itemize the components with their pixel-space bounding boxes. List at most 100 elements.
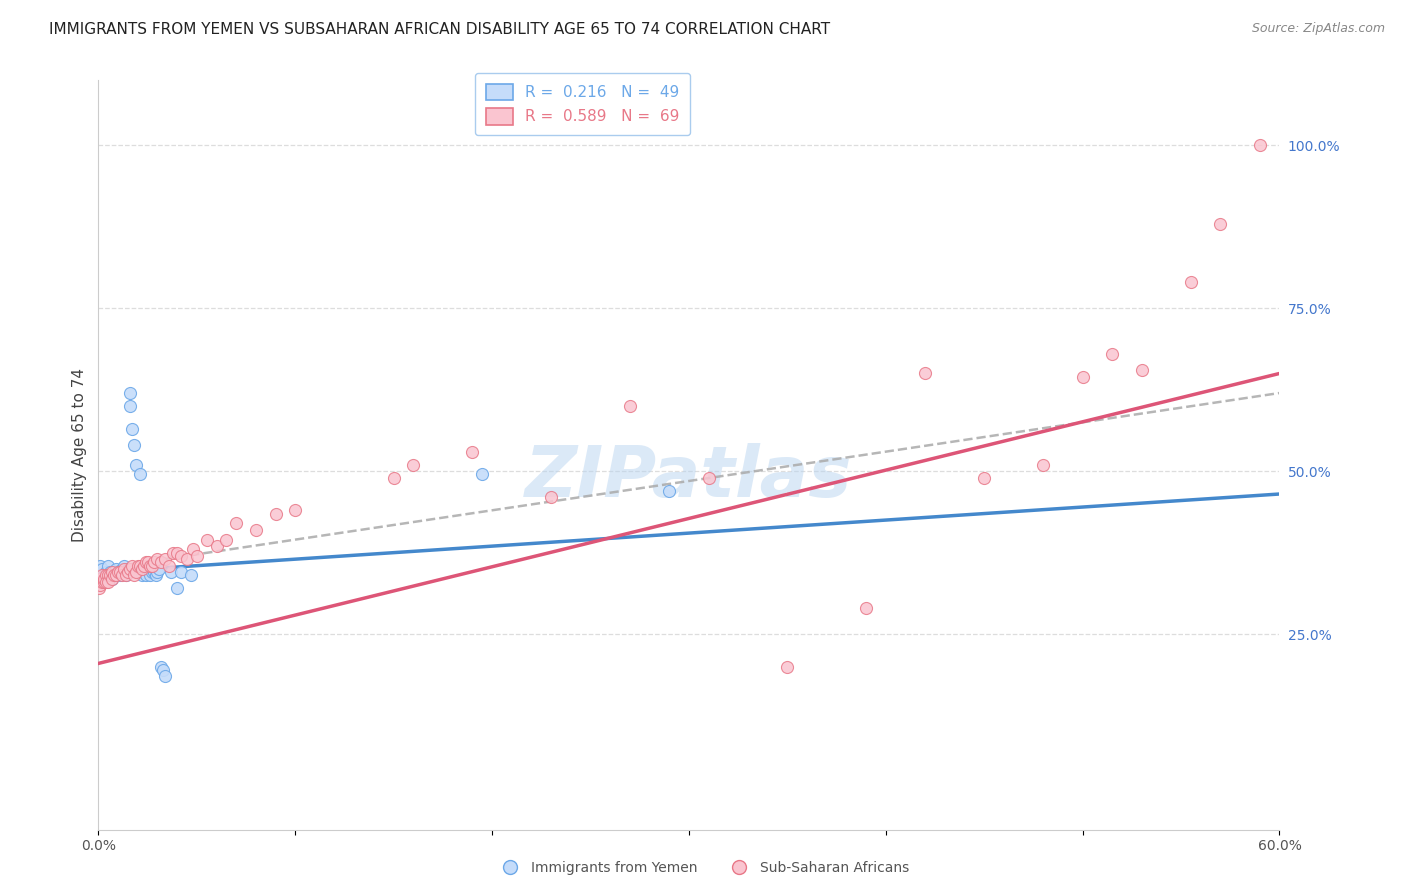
Point: [121, 558, 143, 573]
Point: [1209, 217, 1232, 231]
Point: [776, 659, 799, 673]
Point: [471, 467, 494, 482]
Point: [150, 659, 173, 673]
Point: [138, 568, 160, 582]
Point: [115, 568, 138, 582]
Point: [1032, 458, 1054, 472]
Point: [127, 558, 149, 573]
Point: [96, 565, 118, 579]
Point: [89, 572, 111, 586]
Point: [97, 568, 120, 582]
Point: [97, 568, 120, 582]
Point: [127, 565, 149, 579]
Point: [105, 562, 128, 576]
Point: [186, 549, 208, 563]
Point: [96, 572, 118, 586]
Point: [89, 578, 111, 592]
Point: [146, 552, 169, 566]
Point: [619, 399, 641, 413]
Point: [112, 558, 135, 573]
Point: [111, 562, 134, 576]
Point: [166, 546, 188, 560]
Point: [658, 483, 681, 498]
Point: [215, 533, 238, 547]
Point: [101, 565, 124, 579]
Point: [112, 562, 135, 576]
Point: [284, 503, 307, 517]
Point: [176, 552, 198, 566]
Point: [195, 533, 218, 547]
Point: [152, 663, 174, 677]
Point: [91, 568, 114, 582]
Point: [540, 490, 562, 504]
Point: [107, 565, 129, 579]
Point: [128, 467, 150, 482]
Point: [117, 562, 139, 576]
Point: [89, 558, 111, 573]
Point: [914, 367, 936, 381]
Point: [118, 386, 141, 401]
Legend: R =  0.216   N =  49, R =  0.589   N =  69: R = 0.216 N = 49, R = 0.589 N = 69: [475, 73, 690, 136]
Point: [181, 542, 204, 557]
Point: [180, 568, 202, 582]
Point: [121, 422, 143, 436]
Point: [170, 565, 193, 579]
Point: [245, 523, 267, 537]
Point: [131, 562, 153, 576]
Point: [973, 471, 995, 485]
Point: [1180, 275, 1202, 289]
Point: [97, 558, 120, 573]
Point: [160, 565, 183, 579]
Point: [132, 565, 155, 579]
Point: [125, 458, 148, 472]
Text: ZIPatlas: ZIPatlas: [526, 443, 852, 512]
Point: [461, 444, 484, 458]
Point: [264, 507, 287, 521]
Point: [131, 565, 153, 579]
Point: [125, 565, 148, 579]
Point: [115, 568, 138, 582]
Point: [1130, 363, 1153, 377]
Point: [118, 562, 141, 576]
Point: [96, 568, 118, 582]
Point: [98, 572, 121, 586]
Point: [93, 572, 115, 586]
Text: Source: ZipAtlas.com: Source: ZipAtlas.com: [1251, 22, 1385, 36]
Point: [103, 568, 125, 582]
Point: [155, 552, 177, 566]
Point: [108, 568, 131, 582]
Point: [131, 568, 153, 582]
Point: [122, 568, 145, 582]
Y-axis label: Disability Age 65 to 74: Disability Age 65 to 74: [72, 368, 87, 542]
Point: [91, 562, 114, 576]
Point: [117, 565, 139, 579]
Point: [150, 556, 173, 570]
Point: [91, 574, 114, 589]
Legend: Immigrants from Yemen, Sub-Saharan Africans: Immigrants from Yemen, Sub-Saharan Afric…: [491, 855, 915, 880]
Point: [98, 565, 121, 579]
Point: [122, 438, 145, 452]
Point: [101, 572, 124, 586]
Point: [97, 574, 120, 589]
Text: IMMIGRANTS FROM YEMEN VS SUBSAHARAN AFRICAN DISABILITY AGE 65 TO 74 CORRELATION : IMMIGRANTS FROM YEMEN VS SUBSAHARAN AFRI…: [49, 22, 831, 37]
Point: [855, 601, 877, 615]
Point: [157, 558, 180, 573]
Point: [142, 565, 165, 579]
Point: [89, 582, 111, 596]
Point: [155, 669, 177, 683]
Point: [162, 546, 184, 560]
Point: [103, 568, 125, 582]
Point: [138, 558, 160, 573]
Point: [166, 582, 188, 596]
Point: [146, 565, 169, 579]
Point: [111, 568, 134, 582]
Point: [108, 565, 131, 579]
Point: [135, 568, 157, 582]
Point: [1249, 138, 1271, 153]
Point: [382, 471, 405, 485]
Point: [91, 572, 114, 586]
Point: [141, 565, 163, 579]
Point: [1101, 347, 1123, 361]
Point: [128, 558, 150, 573]
Point: [205, 539, 228, 553]
